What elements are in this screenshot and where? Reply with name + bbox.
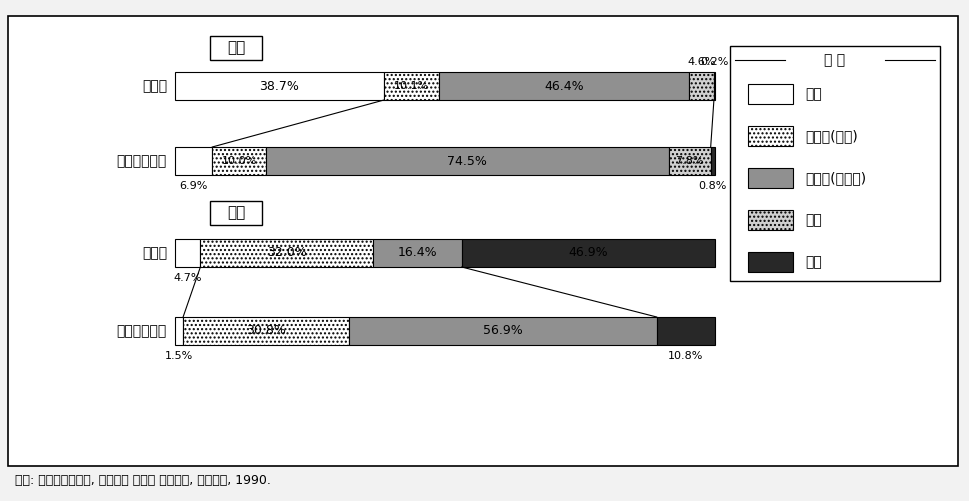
Text: 46.4%: 46.4% [544,80,583,93]
Bar [657,317,715,345]
Text: 분담률: 분담률 [141,79,167,93]
Text: 1.5%: 1.5% [165,351,193,361]
Text: 자동차(상업): 자동차(상업) [805,129,858,143]
Text: 10.8%: 10.8% [669,351,703,361]
Text: 46.9%: 46.9% [569,246,609,260]
Bar [210,201,262,225]
Bar [730,46,940,281]
Bar [175,72,384,100]
Bar [714,72,715,100]
Bar [373,239,462,267]
Bar [689,72,714,100]
Text: 화물: 화물 [227,205,245,220]
Bar [212,147,266,175]
Bar [183,317,350,345]
Text: 10.1%: 10.1% [393,81,429,91]
Text: 해운: 해운 [805,255,822,269]
Text: 7.8%: 7.8% [675,156,703,166]
Bar [350,317,657,345]
Text: 56.9%: 56.9% [484,325,523,338]
Text: 항공: 항공 [805,213,822,227]
Bar [8,16,958,466]
Text: 0.8%: 0.8% [699,181,727,191]
Text: 4.7%: 4.7% [173,273,202,283]
Bar [462,239,715,267]
Text: 32.0%: 32.0% [266,246,306,260]
Text: 4.6%: 4.6% [687,57,716,67]
Text: 16.4%: 16.4% [397,246,437,260]
Bar [384,72,439,100]
Bar [669,147,710,175]
Text: 자동차(자가용): 자동차(자가용) [805,171,866,185]
Text: 74.5%: 74.5% [448,154,487,167]
Bar [175,317,183,345]
Bar [748,210,793,230]
Text: 범 레: 범 레 [825,53,846,67]
Bar [748,252,793,272]
Bar [210,36,262,60]
Bar [748,84,793,104]
Bar [266,147,669,175]
Text: 6.9%: 6.9% [179,181,207,191]
Bar [201,239,373,267]
Text: 철도: 철도 [805,87,822,101]
Text: 여객: 여객 [227,41,245,56]
Text: 38.7%: 38.7% [260,80,299,93]
Text: 에너지소비율: 에너지소비율 [116,154,167,168]
Bar [175,147,212,175]
Bar [439,72,689,100]
Bar [710,147,715,175]
Bar [748,126,793,146]
Text: 자료: 일본경제평론사, 『철도는 지구를 구한다』, 上岡直見, 1990.: 자료: 일본경제평론사, 『철도는 지구를 구한다』, 上岡直見, 1990. [15,474,271,487]
Text: 0.2%: 0.2% [701,57,729,67]
Text: 10.0%: 10.0% [222,156,257,166]
Text: 30.8%: 30.8% [246,325,286,338]
Bar [748,168,793,188]
Text: 에너지소비율: 에너지소비율 [116,324,167,338]
Text: 분담률: 분담률 [141,246,167,260]
Bar [175,239,201,267]
